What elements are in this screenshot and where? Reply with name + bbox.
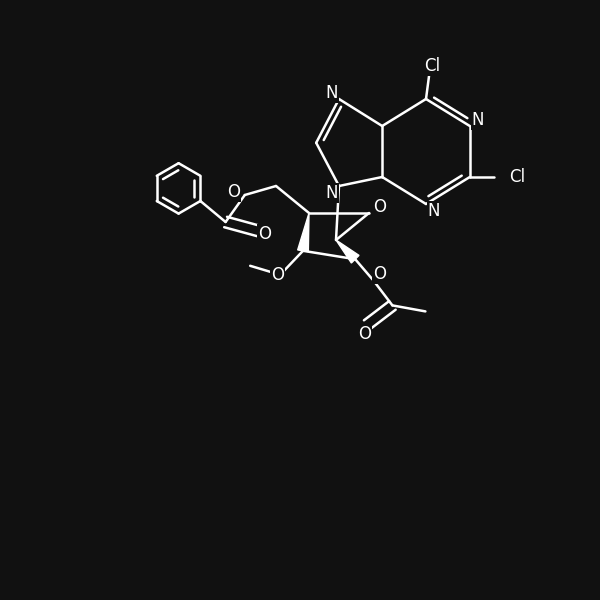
Text: N: N	[428, 202, 440, 220]
Text: Cl: Cl	[509, 168, 526, 186]
Text: O: O	[373, 265, 386, 283]
Polygon shape	[298, 213, 309, 251]
Polygon shape	[336, 240, 359, 263]
Text: N: N	[326, 84, 338, 102]
Text: O: O	[373, 198, 386, 216]
Text: Cl: Cl	[424, 57, 440, 75]
Text: O: O	[358, 325, 371, 343]
Text: O: O	[258, 225, 271, 243]
Text: O: O	[227, 183, 241, 201]
Text: O: O	[271, 266, 284, 284]
Text: N: N	[326, 184, 338, 202]
Text: N: N	[472, 111, 484, 129]
